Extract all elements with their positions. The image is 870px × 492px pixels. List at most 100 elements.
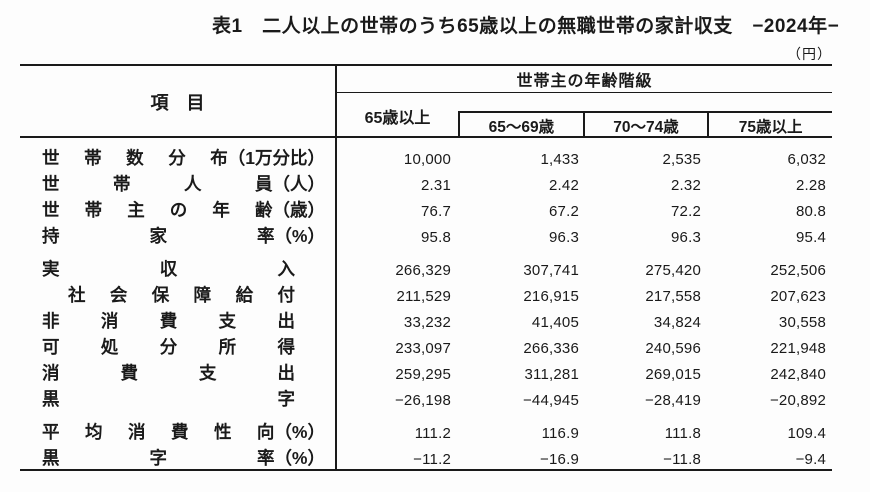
row-label: 世帯人員（人） bbox=[20, 172, 335, 198]
row-label: 消費支出 bbox=[20, 361, 335, 387]
table-row: 持家率（%） 95.8 96.3 96.3 95.4 bbox=[20, 224, 832, 250]
row-label-name: 実収入 bbox=[42, 259, 295, 280]
value-65-69: −44,945 bbox=[522, 391, 579, 409]
value-65-69: −16.9 bbox=[540, 450, 579, 468]
row-label: 世帯数分布（1万分比） bbox=[20, 146, 335, 172]
value-70-74: 96.3 bbox=[671, 228, 701, 246]
row-label-name: 世帯数分布 bbox=[42, 148, 228, 169]
value-75plus: 80.8 bbox=[796, 202, 826, 220]
header-col-75plus: 75歳以上 bbox=[707, 113, 832, 138]
value-75plus: 221,948 bbox=[770, 339, 826, 357]
value-65plus: 266,329 bbox=[395, 261, 451, 279]
value-65-69: 1,433 bbox=[540, 150, 579, 168]
row-label: 非消費支出 bbox=[20, 309, 335, 335]
table-row: 可処分所得 233,097 266,336 240,596 221,948 bbox=[20, 335, 832, 361]
header-item-label: 項 目 bbox=[150, 93, 205, 113]
header-column-divider bbox=[335, 66, 337, 138]
value-65plus: 211,529 bbox=[396, 287, 451, 305]
value-70-74: 72.2 bbox=[671, 202, 701, 220]
table-row: 世帯数分布（1万分比） 10,000 1,433 2,535 6,032 bbox=[20, 146, 832, 172]
value-70-74: 34,824 bbox=[653, 313, 701, 331]
header-age-group-label: 世帯主の年齢階級 bbox=[516, 73, 653, 90]
table-row: 消費支出 259,295 311,281 269,015 242,840 bbox=[20, 361, 832, 387]
header-col-65-69: 65〜69歳 bbox=[488, 118, 555, 136]
value-65-69: 311,281 bbox=[524, 365, 579, 383]
row-label-name: 世帯主の年齢 bbox=[42, 200, 273, 221]
row-label-name: 平均消費性向 bbox=[42, 422, 275, 443]
value-75plus: 30,558 bbox=[778, 313, 826, 331]
value-65plus: 259,295 bbox=[395, 365, 451, 383]
value-65-69: 96.3 bbox=[549, 228, 579, 246]
header-item-cell: 項 目 bbox=[20, 66, 335, 138]
value-75plus: 109.4 bbox=[787, 424, 826, 442]
value-75plus: 252,506 bbox=[770, 261, 826, 279]
value-65plus: 2.31 bbox=[421, 176, 451, 194]
value-70-74: −11.8 bbox=[663, 450, 701, 468]
row-label-unit: （%） bbox=[274, 448, 325, 469]
row-label: 社会保障給付 bbox=[20, 283, 335, 309]
row-label-unit: （%） bbox=[274, 422, 325, 443]
value-65plus: −26,198 bbox=[394, 391, 451, 409]
row-label-unit: （人） bbox=[272, 174, 326, 195]
value-65plus: 111.2 bbox=[414, 424, 451, 442]
value-65plus: −11.2 bbox=[413, 450, 451, 468]
value-70-74: 2.32 bbox=[671, 176, 701, 194]
table-row: 黒字率（%） −11.2 −16.9 −11.8 −9.4 bbox=[20, 446, 832, 472]
value-65-69: 2.42 bbox=[549, 176, 579, 194]
unit-note: （円） bbox=[787, 46, 832, 62]
value-70-74: 111.8 bbox=[664, 424, 701, 442]
value-65plus: 10,000 bbox=[403, 150, 451, 168]
table-row: 黒字 −26,198 −44,945 −28,419 −20,892 bbox=[20, 387, 832, 413]
header-subcolumns-box: 65〜69歳 70〜74歳 75歳以上 bbox=[458, 111, 832, 138]
value-65plus: 95.8 bbox=[421, 228, 451, 246]
row-label-unit: （1万分比） bbox=[227, 148, 325, 169]
value-70-74: 217,558 bbox=[645, 287, 701, 305]
value-70-74: 2,535 bbox=[662, 150, 701, 168]
value-65plus: 33,232 bbox=[403, 313, 451, 331]
value-65plus: 76.7 bbox=[421, 202, 451, 220]
row-label: 平均消費性向（%） bbox=[20, 420, 335, 446]
header-col-65plus: 65歳以上 bbox=[337, 93, 458, 138]
value-65-69: 216,915 bbox=[523, 287, 579, 305]
table-row: 平均消費性向（%） 111.2 116.9 111.8 109.4 bbox=[20, 420, 832, 446]
value-75plus: 6,032 bbox=[787, 150, 826, 168]
header-col-65plus-label: 65歳以上 bbox=[364, 109, 431, 127]
row-label-name: 黒字率 bbox=[42, 448, 275, 469]
row-label: 黒字 bbox=[20, 387, 335, 413]
value-70-74: 240,596 bbox=[645, 339, 701, 357]
row-label: 実収入 bbox=[20, 257, 335, 283]
table-body: 世帯数分布（1万分比） 10,000 1,433 2,535 6,032 世帯人… bbox=[20, 138, 832, 471]
value-75plus: −9.4 bbox=[795, 450, 826, 468]
table-row: 世帯主の年齢（歳） 76.7 67.2 72.2 80.8 bbox=[20, 198, 832, 224]
table-row: 非消費支出 33,232 41,405 34,824 30,558 bbox=[20, 309, 832, 335]
value-70-74: −28,419 bbox=[644, 391, 701, 409]
value-65-69: 41,405 bbox=[531, 313, 579, 331]
value-75plus: −20,892 bbox=[769, 391, 826, 409]
column-divider bbox=[335, 138, 337, 471]
statistics-table: 項 目 世帯主の年齢階級 65歳以上 65〜69歳 70〜74歳 75歳以上 世… bbox=[20, 64, 832, 471]
value-70-74: 269,015 bbox=[645, 365, 701, 383]
row-label-name: 社会保障給付 bbox=[68, 285, 295, 306]
value-75plus: 2.28 bbox=[796, 176, 826, 194]
row-label-name: 黒字 bbox=[42, 389, 295, 410]
row-label: 可処分所得 bbox=[20, 335, 335, 361]
header-col-70-74: 70〜74歳 bbox=[582, 113, 708, 138]
value-70-74: 275,420 bbox=[645, 261, 701, 279]
row-label: 世帯主の年齢（歳） bbox=[20, 198, 335, 224]
value-65-69: 266,336 bbox=[523, 339, 579, 357]
unit-note-row: （円） bbox=[20, 44, 832, 64]
table-row: 実収入 266,329 307,741 275,420 252,506 bbox=[20, 257, 832, 283]
value-65-69: 116.9 bbox=[541, 424, 579, 442]
row-label-name: 非消費支出 bbox=[42, 311, 295, 332]
row-label-name: 持家率 bbox=[42, 226, 275, 247]
page-title: 表1 二人以上の世帯のうち65歳以上の無職世帯の家計収支 −2024年− bbox=[212, 16, 840, 37]
value-65-69: 67.2 bbox=[549, 202, 579, 220]
value-65-69: 307,741 bbox=[523, 261, 579, 279]
table-header: 項 目 世帯主の年齢階級 65歳以上 65〜69歳 70〜74歳 75歳以上 bbox=[20, 66, 832, 138]
row-label: 黒字率（%） bbox=[20, 446, 335, 472]
table-row: 世帯人員（人） 2.31 2.42 2.32 2.28 bbox=[20, 172, 832, 198]
value-75plus: 95.4 bbox=[796, 228, 826, 246]
row-label-name: 消費支出 bbox=[42, 363, 295, 384]
row-label-name: 世帯人員 bbox=[42, 174, 273, 195]
